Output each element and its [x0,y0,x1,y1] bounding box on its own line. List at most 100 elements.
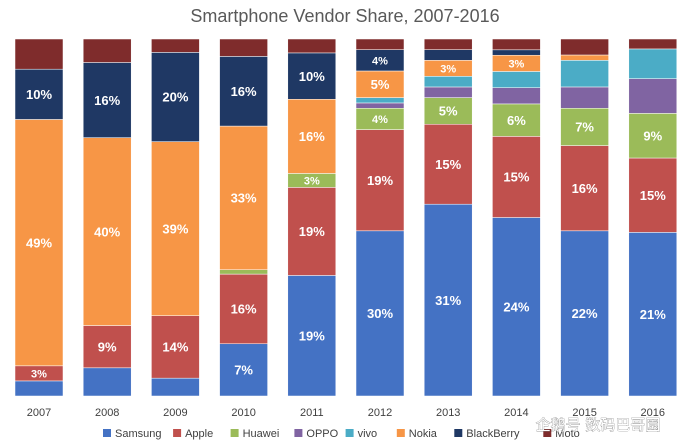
legend-swatch-oppo [294,429,303,437]
data-label-blackberry-2011: 10% [299,69,325,84]
data-label-blackberry-2007: 10% [26,87,52,102]
data-label-huawei-2015: 7% [575,120,594,135]
data-label-samsung-2013: 31% [435,293,461,308]
bars-layer [14,38,678,397]
bar-segment-oppo-2016 [628,78,678,114]
bar-segment-moto-2009 [151,38,200,53]
legend-swatch-blackberry [454,429,463,437]
bar-segment-oppo-2015 [560,86,609,109]
legend-label-blackberry: BlackBerry [466,428,520,440]
bar-segment-moto-2010 [219,38,268,57]
data-label-apple-2011: 19% [299,224,325,239]
bar-segment-moto-2015 [560,38,609,56]
bar-segment-oppo-2014 [492,87,541,105]
data-label-apple-2015: 16% [572,181,598,196]
bar-segment-blackberry-2007 [14,68,64,120]
bar-segment-moto-2016 [628,38,678,50]
bar-segment-vivo-2013 [423,76,473,88]
x-tick-label-2013: 2013 [436,407,460,419]
data-label-apple-2010: 16% [231,302,257,317]
x-tick-label-2016: 2016 [641,407,665,419]
bar-segment-samsung-2012 [355,230,405,397]
data-label-apple-2008: 9% [98,339,117,354]
bar-segment-samsung-2015 [560,230,609,397]
bar-segment-apple-2010 [219,273,268,345]
bar-segment-huawei-2010 [219,269,268,275]
legend-swatch-vivo [345,429,354,437]
legend-label-apple: Apple [185,428,213,440]
bar-segment-apple-2008 [82,325,132,369]
bar-segment-blackberry-2011 [287,52,337,100]
bar-segment-samsung-2014 [492,217,541,397]
x-tick-label-2014: 2014 [504,407,528,419]
data-label-samsung-2012: 30% [367,306,393,321]
bar-segment-moto-2011 [287,38,337,54]
bar-segment-vivo-2016 [628,48,678,79]
chart-title: Smartphone Vendor Share, 2007-2016 [190,6,499,26]
bar-segment-moto-2014 [492,38,541,51]
data-label-nokia-2014: 3% [508,58,524,70]
data-label-samsung-2014: 24% [503,299,529,314]
legend-label-samsung: Samsung [115,428,161,440]
legend-label-moto: Moto [555,428,579,440]
legend-label-nokia: Nokia [409,428,438,440]
bar-segment-nokia-2010 [219,125,268,270]
bar-segment-apple-2009 [151,315,200,379]
legend-label-huawei: Huawei [243,428,280,440]
legend-swatch-samsung [103,429,111,437]
data-label-samsung-2010: 7% [234,363,253,378]
x-tick-label-2009: 2009 [163,407,187,419]
bar-segment-vivo-2015 [560,60,609,88]
legend-swatch-nokia [396,429,405,437]
legend-label-vivo: vivo [358,428,378,440]
x-tick-label-2010: 2010 [231,407,255,419]
bar-segment-apple-2011 [287,187,337,276]
data-label-nokia-2012: 5% [371,77,390,92]
bar-segment-nokia-2008 [82,137,132,326]
bar-segment-samsung-2009 [151,377,200,397]
bar-segment-samsung-2008 [82,367,132,397]
data-label-nokia-2013: 3% [440,63,456,75]
data-label-nokia-2011: 16% [299,129,325,144]
bar-segment-vivo-2014 [492,71,541,88]
bar-segment-moto-2012 [355,38,405,50]
bar-segment-blackberry-2009 [151,52,200,142]
bar-segment-samsung-2011 [287,275,337,397]
data-label-samsung-2016: 21% [640,307,666,322]
x-tick-label-2012: 2012 [368,407,392,419]
bar-segment-samsung-2013 [423,203,473,397]
data-label-nokia-2010: 33% [231,191,257,206]
legend-swatch-apple [173,429,182,437]
data-labels-layer: 3% 49% 10% 9% 40% 16% 14% 39% 20% 7% 16% 33% 16% 19% 1… [26,55,666,380]
data-label-huawei-2016: 9% [643,128,662,143]
bar-segment-huawei-2015 [560,108,609,146]
bar-segment-moto-2007 [14,38,64,70]
x-tick-label-2015: 2015 [572,407,596,419]
bar-segment-samsung-2007 [14,380,64,397]
watermark: 企鹅号 数码巴哥園 [536,416,661,434]
x-tick-label-2011: 2011 [300,407,324,419]
data-label-blackberry-2010: 16% [231,84,257,99]
data-label-blackberry-2008: 16% [94,93,120,108]
data-label-huawei-2012: 4% [372,114,388,126]
bar-segment-vivo-2012 [355,97,405,104]
bar-segment-oppo-2013 [423,86,473,98]
data-label-huawei-2011: 3% [304,175,320,187]
bar-segment-blackberry-2008 [82,62,132,138]
data-label-blackberry-2009: 20% [162,90,188,105]
bar-segment-blackberry-2014 [492,49,541,56]
data-label-apple-2007: 3% [31,368,47,380]
data-label-nokia-2008: 40% [94,224,120,239]
bar-segment-nokia-2011 [287,99,337,174]
x-tick-label-2007: 2007 [27,407,51,419]
x-axis: 2007 2008 2009 2010 2011 2012 2013 2014 2015 2016 [27,407,665,419]
x-tick-label-2008: 2008 [95,407,119,419]
bar-segment-huawei-2014 [492,103,541,137]
bar-segment-samsung-2010 [219,343,268,397]
bar-segment-blackberry-2013 [423,49,473,61]
data-label-apple-2013: 15% [435,157,461,172]
data-label-huawei-2013: 5% [439,104,458,119]
bar-segment-apple-2016 [628,157,678,233]
bar-segment-moto-2013 [423,38,473,50]
